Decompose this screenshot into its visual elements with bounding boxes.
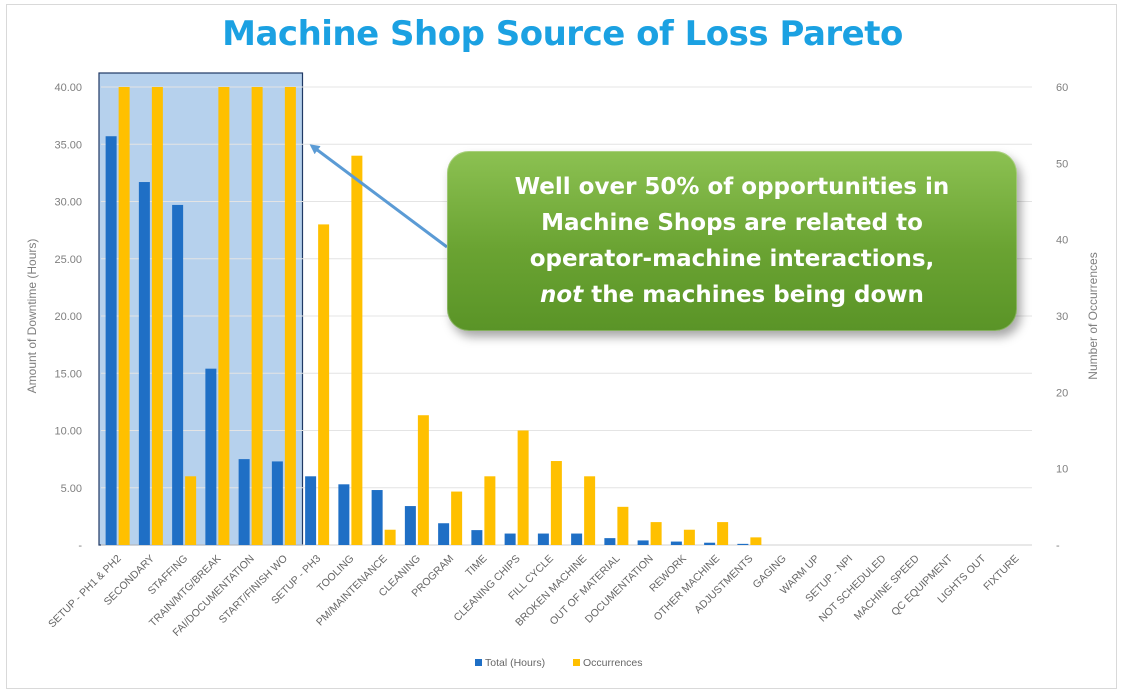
bar-occurrences	[185, 476, 197, 545]
bar-occurrences	[584, 476, 596, 545]
callout-box: Well over 50% of opportunities in Machin…	[447, 151, 1017, 331]
y2-axis-title: Number of Occurrences	[1086, 252, 1100, 379]
bar-occurrences	[384, 529, 396, 545]
bar-occurrences	[417, 415, 429, 545]
y-tick-label: 40.00	[54, 82, 82, 94]
bar-total-hours	[238, 459, 250, 545]
bar-occurrences	[218, 87, 230, 545]
bar-total-hours	[305, 476, 317, 545]
callout-line-2: Machine Shops are related to	[541, 210, 923, 236]
bar-occurrences	[550, 461, 562, 545]
legend-swatch-occurrences	[573, 659, 580, 666]
bar-occurrences	[284, 87, 296, 545]
bar-total-hours	[737, 543, 749, 545]
y2-tick-label: 20	[1056, 387, 1068, 399]
bar-occurrences	[717, 522, 729, 545]
x-tick-label: FIXTURE	[981, 553, 1021, 593]
callout-emphasis: not	[540, 282, 584, 308]
x-tick-label: ADJUSTMENTS	[692, 553, 755, 616]
bar-occurrences	[351, 155, 363, 545]
callout-arrow	[309, 144, 448, 249]
legend-swatch-total	[475, 659, 482, 666]
x-tick-label: TIME	[463, 553, 489, 579]
y-tick-label: 15.00	[54, 368, 82, 380]
y-tick-label: -	[78, 540, 82, 552]
y2-tick-label: 40	[1056, 235, 1068, 247]
bar-occurrences	[118, 87, 130, 545]
y2-tick-label: 10	[1056, 464, 1068, 476]
bar-total-hours	[438, 523, 450, 545]
bar-total-hours	[537, 533, 549, 545]
y2-tick-label: 60	[1056, 82, 1068, 94]
legend: Total (Hours) Occurrences	[475, 657, 643, 669]
bar-occurrences	[151, 87, 163, 545]
bar-total-hours	[105, 136, 117, 546]
bar-total-hours	[138, 182, 150, 545]
y2-tick-label: -	[1056, 540, 1060, 552]
y-tick-label: 10.00	[54, 426, 82, 438]
y2-tick-label: 30	[1056, 311, 1068, 323]
bar-occurrences	[650, 522, 662, 545]
chart-title: Machine Shop Source of Loss Pareto	[222, 14, 903, 54]
bar-occurrences	[750, 537, 762, 545]
bar-occurrences	[484, 476, 496, 545]
bar-total-hours	[172, 204, 184, 545]
callout-line-1: Well over 50% of opportunities in	[514, 174, 950, 200]
bar-total-hours	[471, 530, 483, 545]
x-tick-label: QC EQUIPMENT	[889, 552, 955, 618]
callout-text: Well over 50% of opportunities in Machin…	[515, 169, 949, 313]
callout-line-4: not the machines being down	[515, 277, 949, 313]
legend-label-occurrences: Occurrences	[583, 657, 643, 669]
bar-occurrences	[251, 87, 263, 545]
y-tick-label: 30.00	[54, 197, 82, 209]
bar-total-hours	[271, 461, 283, 545]
bar-total-hours	[604, 538, 616, 545]
bar-total-hours	[504, 533, 516, 545]
y2-tick-label: 50	[1056, 158, 1068, 170]
y-tick-label: 35.00	[54, 139, 82, 151]
callout-line-3: operator-machine interactions,	[529, 246, 935, 272]
bar-total-hours	[571, 533, 583, 545]
callout-line-4-rest: the machines being down	[583, 282, 924, 308]
bar-total-hours	[371, 490, 383, 545]
y-tick-label: 25.00	[54, 254, 82, 266]
bar-occurrences	[683, 529, 695, 545]
legend-label-total: Total (Hours)	[485, 657, 545, 669]
bar-total-hours	[205, 368, 217, 545]
y-axis-title: Amount of Downtime (Hours)	[25, 239, 39, 394]
bar-total-hours	[338, 484, 350, 545]
bar-total-hours	[404, 506, 416, 545]
chart-border	[6, 4, 1117, 689]
y-tick-label: 20.00	[54, 311, 82, 323]
bar-total-hours	[637, 540, 649, 545]
highlight-region	[98, 72, 304, 546]
bar-total-hours	[704, 542, 716, 545]
bar-occurrences	[617, 506, 629, 545]
y-tick-label: 5.00	[61, 483, 82, 495]
bar-occurrences	[318, 224, 330, 545]
bar-occurrences	[517, 430, 529, 545]
bar-total-hours	[670, 541, 682, 545]
bar-occurrences	[451, 491, 463, 545]
